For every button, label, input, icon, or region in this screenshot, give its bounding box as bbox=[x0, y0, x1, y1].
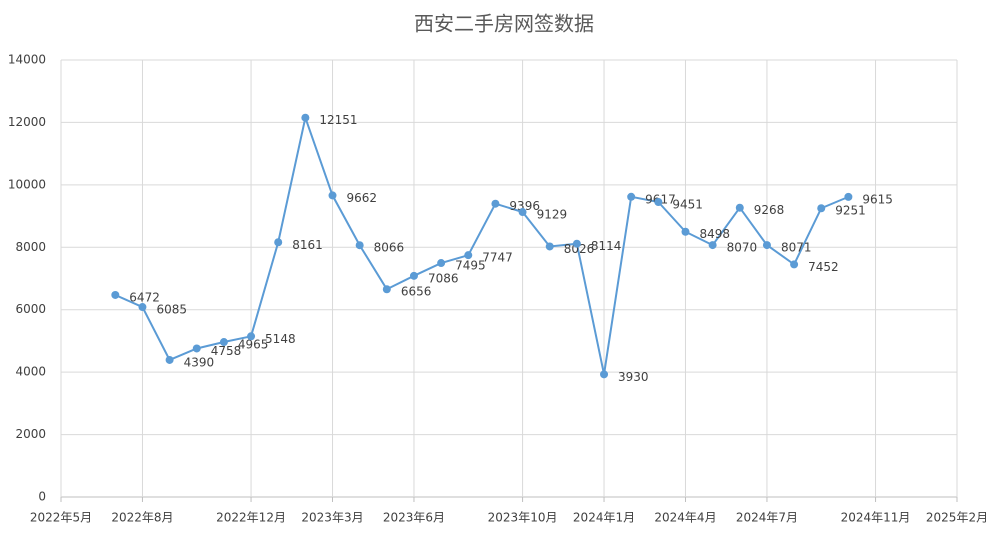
data-label: 12151 bbox=[319, 113, 357, 127]
y-tick-label: 10000 bbox=[8, 177, 46, 191]
data-label: 3930 bbox=[618, 370, 649, 384]
point bbox=[844, 192, 853, 201]
y-tick-label: 2000 bbox=[15, 427, 46, 441]
data-label: 7495 bbox=[455, 259, 486, 273]
point bbox=[545, 242, 554, 251]
point bbox=[654, 197, 663, 206]
point bbox=[247, 332, 256, 341]
y-tick-label: 0 bbox=[38, 490, 46, 504]
data-label: 8161 bbox=[292, 238, 323, 252]
x-tick-label: 2023年10月 bbox=[488, 511, 558, 525]
x-tick-label: 2025年2月 bbox=[926, 511, 988, 525]
point bbox=[382, 285, 391, 294]
y-tick-label: 14000 bbox=[8, 53, 46, 67]
data-label: 5148 bbox=[265, 332, 296, 346]
point bbox=[518, 208, 527, 217]
point bbox=[409, 271, 418, 280]
data-label: 7086 bbox=[428, 271, 459, 285]
x-tick-label: 2023年3月 bbox=[301, 511, 363, 525]
point bbox=[681, 227, 690, 236]
data-label: 8026 bbox=[564, 242, 595, 256]
data-label: 9662 bbox=[347, 191, 378, 205]
point bbox=[301, 113, 310, 122]
data-label: 9268 bbox=[754, 203, 785, 217]
x-tick-label: 2022年12月 bbox=[216, 511, 286, 525]
point bbox=[491, 199, 500, 208]
data-label: 9129 bbox=[537, 208, 568, 222]
x-tick-label: 2024年1月 bbox=[573, 511, 635, 525]
line bbox=[114, 114, 849, 375]
data-label: 4758 bbox=[211, 344, 242, 358]
point bbox=[138, 303, 147, 312]
data-label: 7452 bbox=[808, 260, 839, 274]
point bbox=[111, 290, 120, 299]
point bbox=[708, 241, 717, 250]
chart-title: 西安二手房网签数据 bbox=[414, 12, 594, 36]
point bbox=[437, 259, 446, 268]
x-tick-label: 2022年8月 bbox=[111, 511, 173, 525]
x-tick-label: 2024年4月 bbox=[654, 511, 716, 525]
point bbox=[464, 251, 473, 260]
data-label: 9396 bbox=[509, 199, 540, 213]
x-tick-label: 2024年11月 bbox=[841, 511, 911, 525]
x-tick-label: 2024年7月 bbox=[736, 511, 798, 525]
point bbox=[355, 241, 364, 250]
y-tick-label: 4000 bbox=[15, 365, 46, 379]
data-label: 7747 bbox=[482, 251, 513, 265]
point bbox=[790, 260, 799, 269]
point bbox=[762, 241, 771, 250]
data-label: 8066 bbox=[374, 241, 405, 255]
y-tick-label: 12000 bbox=[8, 115, 46, 129]
point bbox=[274, 238, 283, 247]
data-label: 9251 bbox=[835, 204, 866, 218]
point bbox=[219, 338, 228, 347]
x-tick-label: 2023年6月 bbox=[383, 511, 445, 525]
y-tick-label: 6000 bbox=[15, 302, 46, 316]
data-label: 9451 bbox=[672, 197, 703, 211]
data-label: 8498 bbox=[699, 227, 730, 241]
data-label: 6472 bbox=[129, 290, 160, 304]
point bbox=[817, 204, 826, 213]
data-label: 4965 bbox=[238, 338, 269, 352]
y-tick-label: 8000 bbox=[15, 240, 46, 254]
data-label: 9615 bbox=[862, 192, 893, 206]
point bbox=[627, 192, 636, 201]
data-label: 8114 bbox=[591, 239, 622, 253]
data-label: 4390 bbox=[184, 355, 215, 369]
point bbox=[165, 355, 174, 364]
point bbox=[600, 370, 609, 379]
point bbox=[192, 344, 201, 353]
point bbox=[572, 239, 581, 248]
point bbox=[735, 203, 744, 212]
x-tick-label: 2022年5月 bbox=[30, 511, 92, 525]
data-label: 8071 bbox=[781, 241, 812, 255]
data-label: 8070 bbox=[727, 241, 758, 255]
data-label: 6656 bbox=[401, 285, 432, 299]
data-label: 6085 bbox=[156, 303, 187, 317]
point bbox=[328, 191, 337, 200]
